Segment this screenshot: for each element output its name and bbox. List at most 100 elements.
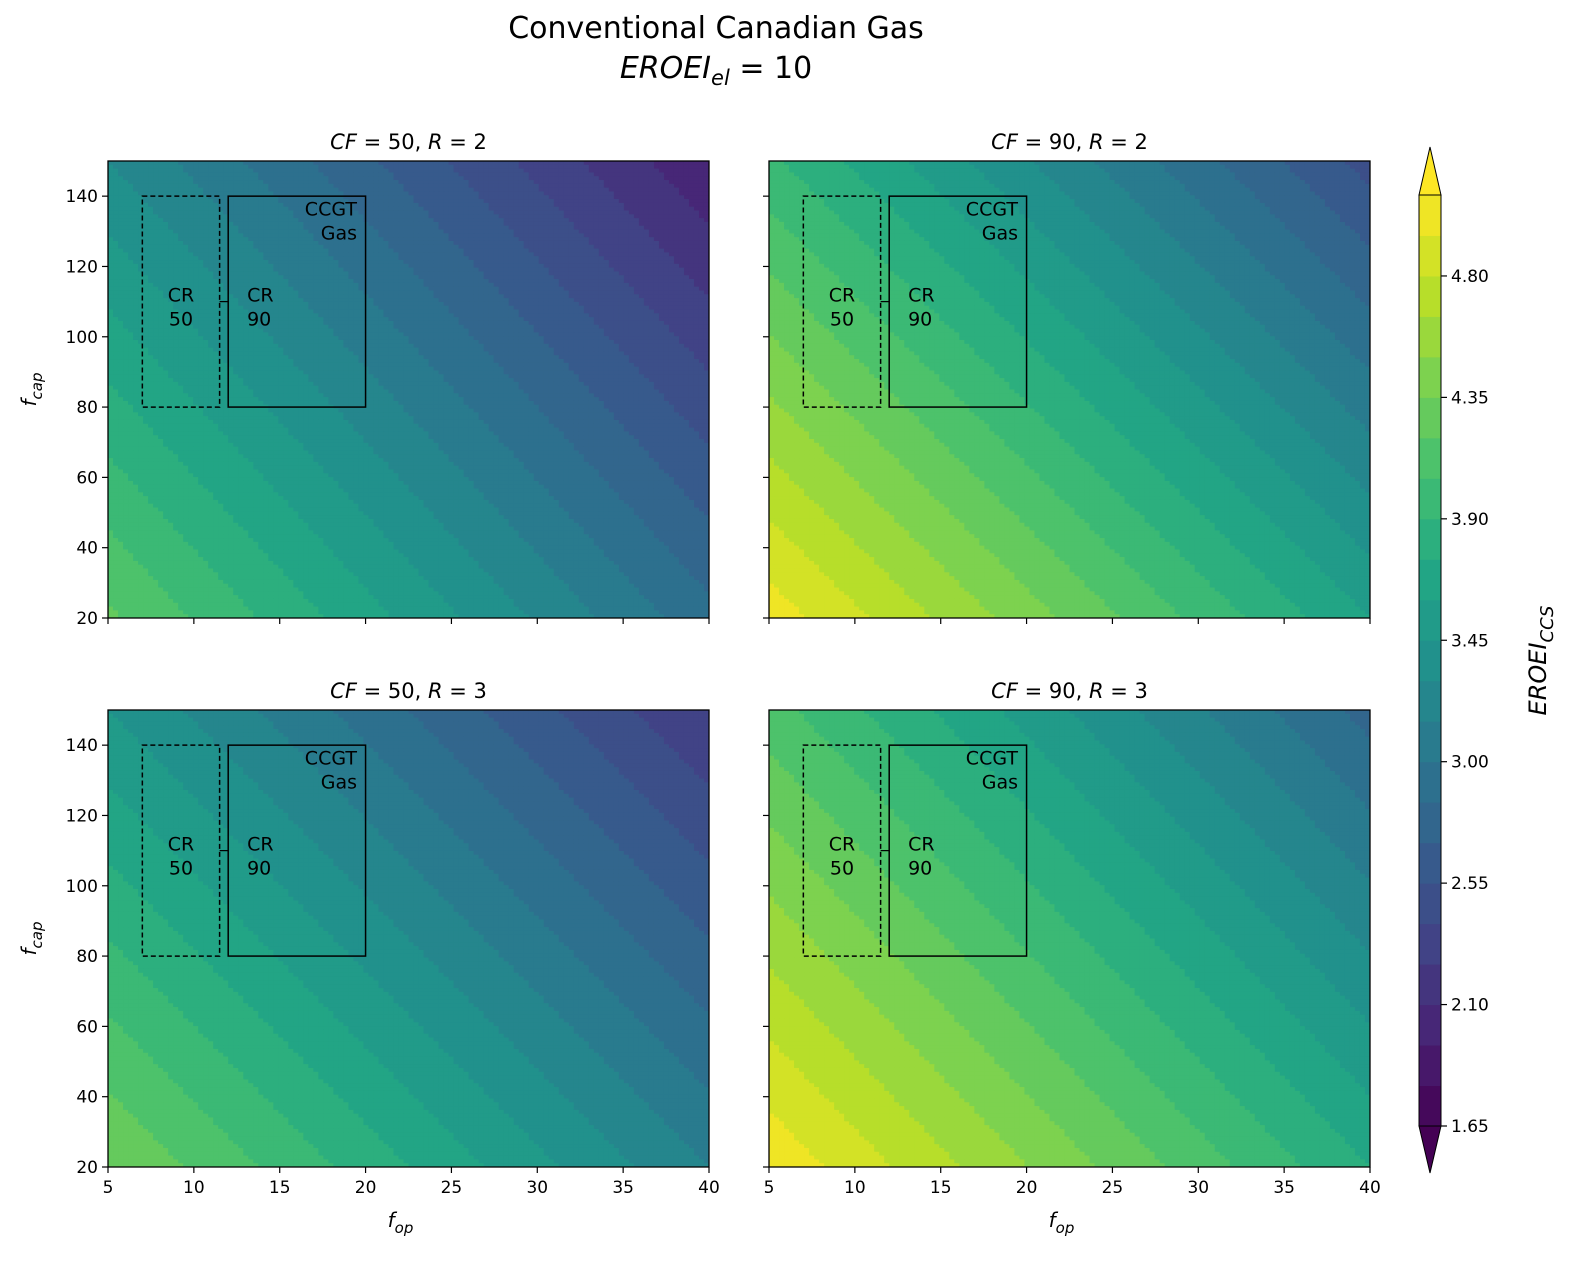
contour-cell xyxy=(608,180,615,185)
contour-cell xyxy=(588,267,595,273)
contour-cell xyxy=(523,252,530,257)
contour-cell xyxy=(518,237,525,242)
contour-cell xyxy=(188,275,194,280)
contour-cell xyxy=(393,214,400,219)
contour-cell xyxy=(478,183,485,189)
contour-cell xyxy=(308,260,314,265)
contour-cell xyxy=(643,290,650,295)
contour-cell xyxy=(643,271,650,276)
contour-cell xyxy=(593,218,600,223)
contour-cell xyxy=(478,260,485,265)
contour-cell xyxy=(623,286,630,292)
contour-cell xyxy=(223,263,229,269)
contour-cell xyxy=(328,168,334,174)
contour-cell xyxy=(513,218,520,223)
contour-cell xyxy=(433,240,440,246)
figure-title: Conventional Canadian Gas xyxy=(508,11,924,46)
contour-cell xyxy=(658,233,665,238)
contour-cell xyxy=(433,233,440,238)
contour-cell xyxy=(268,237,274,242)
contour-cell xyxy=(248,275,254,280)
contour-cell xyxy=(353,298,360,303)
contour-cell xyxy=(343,195,349,200)
contour-cell xyxy=(148,286,154,292)
contour-cell xyxy=(173,317,179,322)
contour-cell xyxy=(343,202,349,208)
contour-cell xyxy=(258,172,264,177)
contour-cell xyxy=(278,195,284,200)
contour-cell xyxy=(118,263,124,269)
contour-cell xyxy=(548,252,555,257)
contour-cell xyxy=(448,294,455,299)
contour-cell xyxy=(393,263,400,269)
contour-cell xyxy=(398,187,405,193)
contour-cell xyxy=(558,237,565,242)
contour-cell xyxy=(263,260,269,265)
contour-cell xyxy=(693,221,700,227)
contour-cell xyxy=(643,313,650,318)
contour-cell xyxy=(538,195,545,200)
contour-cell xyxy=(178,218,184,223)
contour-cell xyxy=(473,279,480,284)
contour-cell xyxy=(138,294,144,299)
contour-cell xyxy=(253,183,259,189)
contour-cell xyxy=(433,317,440,322)
contour-cell xyxy=(113,252,119,257)
contour-cell xyxy=(418,263,425,269)
contour-cell xyxy=(278,176,284,181)
contour-cell xyxy=(113,172,119,177)
contour-cell xyxy=(673,248,680,253)
contour-cell xyxy=(618,282,625,288)
contour-cell xyxy=(233,305,239,311)
contour-cell xyxy=(223,161,229,166)
contour-cell xyxy=(393,313,400,318)
contour-cell xyxy=(678,282,685,288)
contour-cell xyxy=(443,252,450,257)
contour-cell xyxy=(473,191,480,196)
contour-cell xyxy=(638,221,645,227)
contour-cell xyxy=(203,263,209,269)
contour-cell xyxy=(283,183,289,189)
contour-cell xyxy=(463,161,470,166)
contour-cell xyxy=(233,309,239,314)
contour-cell xyxy=(153,286,159,292)
contour-cell xyxy=(343,225,349,231)
contour-cell xyxy=(513,275,520,280)
contour-cell xyxy=(643,206,650,212)
contour-cell xyxy=(658,187,665,193)
contour-cell xyxy=(283,271,289,276)
contour-cell xyxy=(578,199,585,204)
contour-cell xyxy=(178,271,184,276)
contour-cell xyxy=(278,191,284,196)
contour-cell xyxy=(633,294,640,299)
contour-cell xyxy=(583,225,590,231)
contour-cell xyxy=(223,206,229,212)
contour-cell xyxy=(498,221,505,227)
contour-cell xyxy=(648,172,655,177)
contour-cell xyxy=(618,275,625,280)
contour-cell xyxy=(398,294,405,299)
contour-cell xyxy=(318,214,324,219)
contour-cell xyxy=(183,275,189,280)
contour-cell xyxy=(603,267,610,273)
contour-cell xyxy=(308,263,314,269)
contour-cell xyxy=(328,237,334,242)
contour-cell xyxy=(573,271,580,276)
contour-cell xyxy=(243,267,249,273)
contour-cell xyxy=(448,218,455,223)
contour-cell xyxy=(228,168,234,174)
contour-cell xyxy=(333,218,339,223)
contour-cell xyxy=(313,252,319,257)
contour-cell xyxy=(603,279,610,284)
contour-cell xyxy=(368,202,375,208)
contour-cell xyxy=(333,244,339,250)
contour-cell xyxy=(508,180,515,185)
contour-cell xyxy=(503,233,510,238)
contour-cell xyxy=(678,172,685,177)
contour-cell xyxy=(188,309,194,314)
contour-cell xyxy=(558,282,565,288)
contour-cell xyxy=(298,164,304,170)
contour-cell xyxy=(373,206,380,212)
contour-cell xyxy=(353,271,360,276)
contour-cell xyxy=(538,214,545,219)
